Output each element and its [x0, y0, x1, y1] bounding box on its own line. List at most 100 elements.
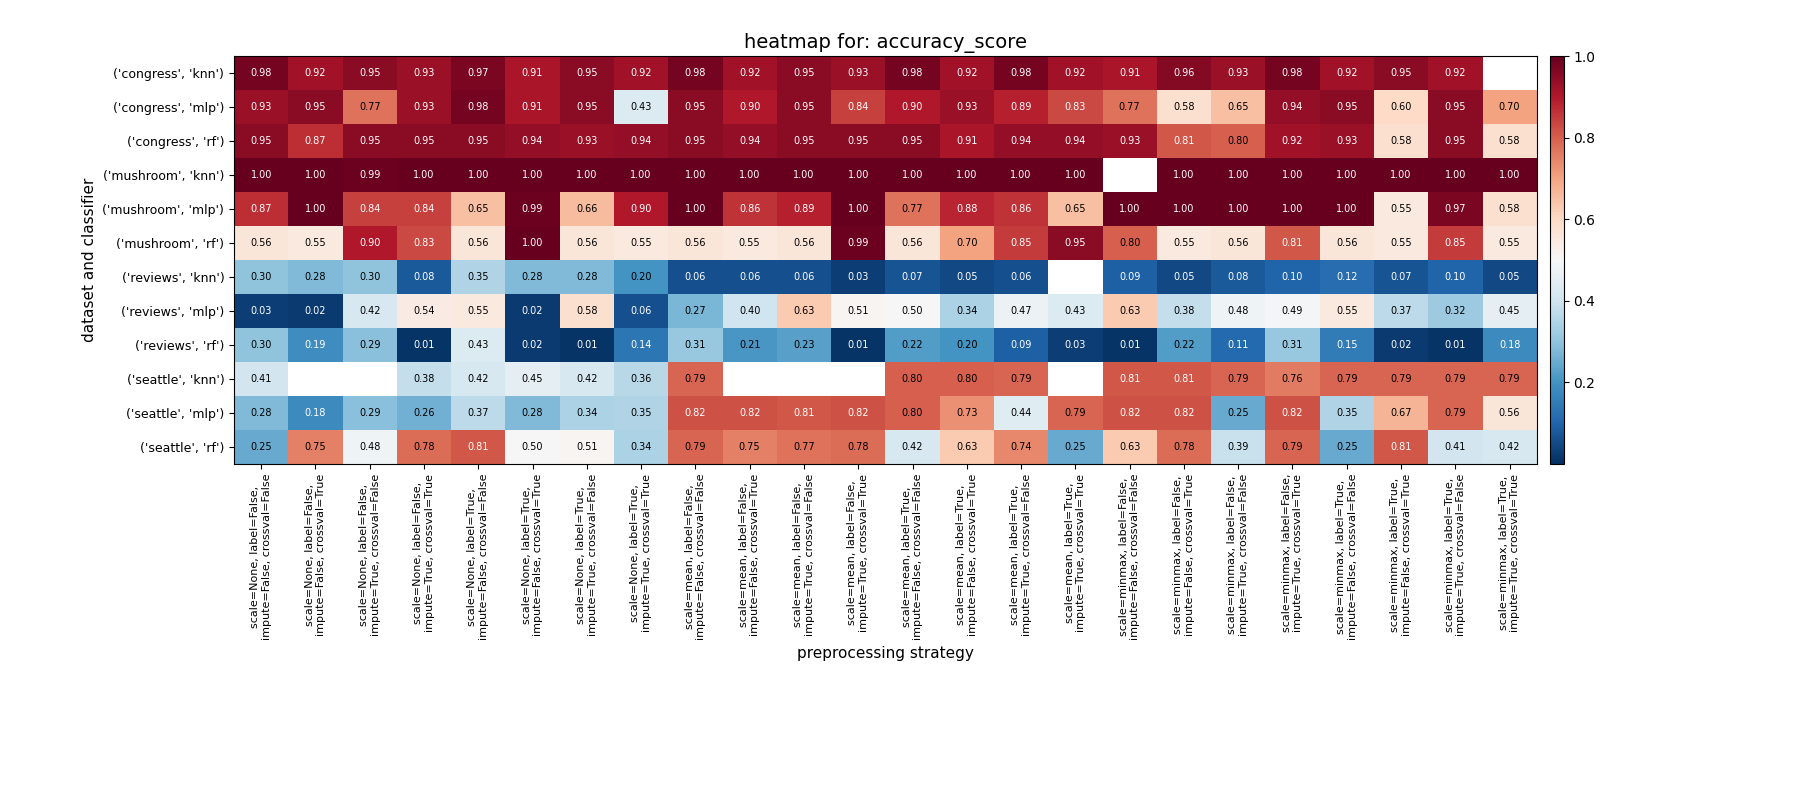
Text: 0.48: 0.48 [1228, 306, 1249, 316]
Text: 1.00: 1.00 [740, 170, 760, 180]
Text: 0.65: 0.65 [468, 204, 490, 214]
Text: 0.99: 0.99 [522, 204, 544, 214]
Text: 0.56: 0.56 [576, 238, 598, 248]
Text: 0.65: 0.65 [1228, 102, 1249, 112]
Text: 0.95: 0.95 [902, 136, 923, 146]
Text: 0.50: 0.50 [902, 306, 923, 316]
Text: 0.60: 0.60 [1390, 102, 1411, 112]
Text: 0.63: 0.63 [1120, 442, 1141, 452]
Text: 0.56: 0.56 [468, 238, 490, 248]
Text: 0.77: 0.77 [794, 442, 815, 452]
Text: 0.79: 0.79 [1336, 374, 1357, 384]
Text: 0.95: 0.95 [304, 102, 326, 112]
Text: 1.00: 1.00 [250, 170, 272, 180]
Text: 1.00: 1.00 [1010, 170, 1031, 180]
Text: 0.58: 0.58 [1174, 102, 1195, 112]
Text: 0.80: 0.80 [902, 408, 923, 418]
Text: 0.84: 0.84 [414, 204, 434, 214]
Title: heatmap for: accuracy_score: heatmap for: accuracy_score [743, 33, 1026, 53]
Text: 0.66: 0.66 [576, 204, 598, 214]
Text: 1.00: 1.00 [1336, 170, 1357, 180]
Text: 0.42: 0.42 [1499, 442, 1521, 452]
Text: 0.90: 0.90 [902, 102, 923, 112]
Text: 1.00: 1.00 [522, 170, 544, 180]
Text: 0.55: 0.55 [1499, 238, 1521, 248]
Text: 0.48: 0.48 [358, 442, 380, 452]
Text: 0.15: 0.15 [1336, 340, 1357, 350]
Text: 0.45: 0.45 [522, 374, 544, 384]
Text: 0.37: 0.37 [468, 408, 490, 418]
Text: 0.87: 0.87 [250, 204, 272, 214]
Text: 0.42: 0.42 [902, 442, 923, 452]
Text: 0.79: 0.79 [1228, 374, 1249, 384]
Text: 0.34: 0.34 [956, 306, 977, 316]
Text: 0.94: 0.94 [1064, 136, 1085, 146]
Text: 0.56: 0.56 [794, 238, 815, 248]
Text: 0.51: 0.51 [848, 306, 869, 316]
Text: 0.35: 0.35 [630, 408, 652, 418]
Text: 0.63: 0.63 [794, 306, 815, 316]
Text: 0.06: 0.06 [1010, 272, 1031, 282]
Text: 0.14: 0.14 [630, 340, 652, 350]
Text: 0.94: 0.94 [522, 136, 544, 146]
Text: 0.70: 0.70 [1499, 102, 1521, 112]
Text: 0.77: 0.77 [1120, 102, 1141, 112]
Text: 0.93: 0.93 [848, 68, 869, 78]
Text: 0.32: 0.32 [1445, 306, 1465, 316]
Text: 0.92: 0.92 [304, 68, 326, 78]
Text: 0.12: 0.12 [1336, 272, 1357, 282]
Text: 0.92: 0.92 [1064, 68, 1085, 78]
Text: 0.06: 0.06 [740, 272, 760, 282]
Text: 0.08: 0.08 [1228, 272, 1249, 282]
Text: 0.95: 0.95 [576, 68, 598, 78]
Text: 1.00: 1.00 [956, 170, 977, 180]
Text: 0.20: 0.20 [630, 272, 652, 282]
Text: 0.98: 0.98 [250, 68, 272, 78]
Text: 0.22: 0.22 [902, 340, 923, 350]
Text: 1.00: 1.00 [1282, 204, 1303, 214]
Text: 0.28: 0.28 [250, 408, 272, 418]
Text: 1.00: 1.00 [576, 170, 598, 180]
Text: 0.81: 0.81 [1174, 136, 1195, 146]
Text: 0.35: 0.35 [468, 272, 490, 282]
Text: 0.28: 0.28 [522, 272, 544, 282]
Text: 0.11: 0.11 [1228, 340, 1249, 350]
Text: 0.76: 0.76 [1282, 374, 1303, 384]
Text: 0.78: 0.78 [848, 442, 869, 452]
Text: 0.58: 0.58 [1390, 136, 1411, 146]
Text: 0.92: 0.92 [1336, 68, 1357, 78]
Text: 0.56: 0.56 [1499, 408, 1521, 418]
Y-axis label: dataset and classifier: dataset and classifier [81, 178, 97, 342]
Text: 1.00: 1.00 [1336, 204, 1357, 214]
Text: 0.43: 0.43 [468, 340, 490, 350]
Text: 0.82: 0.82 [848, 408, 869, 418]
Text: 0.82: 0.82 [1282, 408, 1303, 418]
X-axis label: preprocessing strategy: preprocessing strategy [797, 646, 974, 661]
Text: 0.89: 0.89 [1010, 102, 1031, 112]
Text: 0.75: 0.75 [304, 442, 326, 452]
Text: 0.95: 0.95 [1390, 68, 1411, 78]
Text: 0.85: 0.85 [1010, 238, 1031, 248]
Text: 0.08: 0.08 [414, 272, 434, 282]
Text: 0.95: 0.95 [468, 136, 490, 146]
Text: 0.55: 0.55 [1390, 238, 1411, 248]
Text: 0.37: 0.37 [1390, 306, 1411, 316]
Text: 0.26: 0.26 [414, 408, 436, 418]
Text: 0.23: 0.23 [794, 340, 815, 350]
Text: 0.86: 0.86 [740, 204, 760, 214]
Text: 0.91: 0.91 [522, 68, 544, 78]
Text: 0.01: 0.01 [1445, 340, 1465, 350]
Text: 0.92: 0.92 [1445, 68, 1465, 78]
Text: 1.00: 1.00 [522, 238, 544, 248]
Text: 0.38: 0.38 [1174, 306, 1195, 316]
Text: 0.95: 0.95 [794, 136, 815, 146]
Text: 0.40: 0.40 [740, 306, 760, 316]
Text: 0.29: 0.29 [358, 340, 380, 350]
Text: 0.49: 0.49 [1282, 306, 1303, 316]
Text: 0.99: 0.99 [848, 238, 869, 248]
Text: 0.02: 0.02 [522, 340, 544, 350]
Text: 1.00: 1.00 [1445, 170, 1465, 180]
Text: 0.82: 0.82 [684, 408, 706, 418]
Text: 0.55: 0.55 [630, 238, 652, 248]
Text: 0.79: 0.79 [684, 442, 706, 452]
